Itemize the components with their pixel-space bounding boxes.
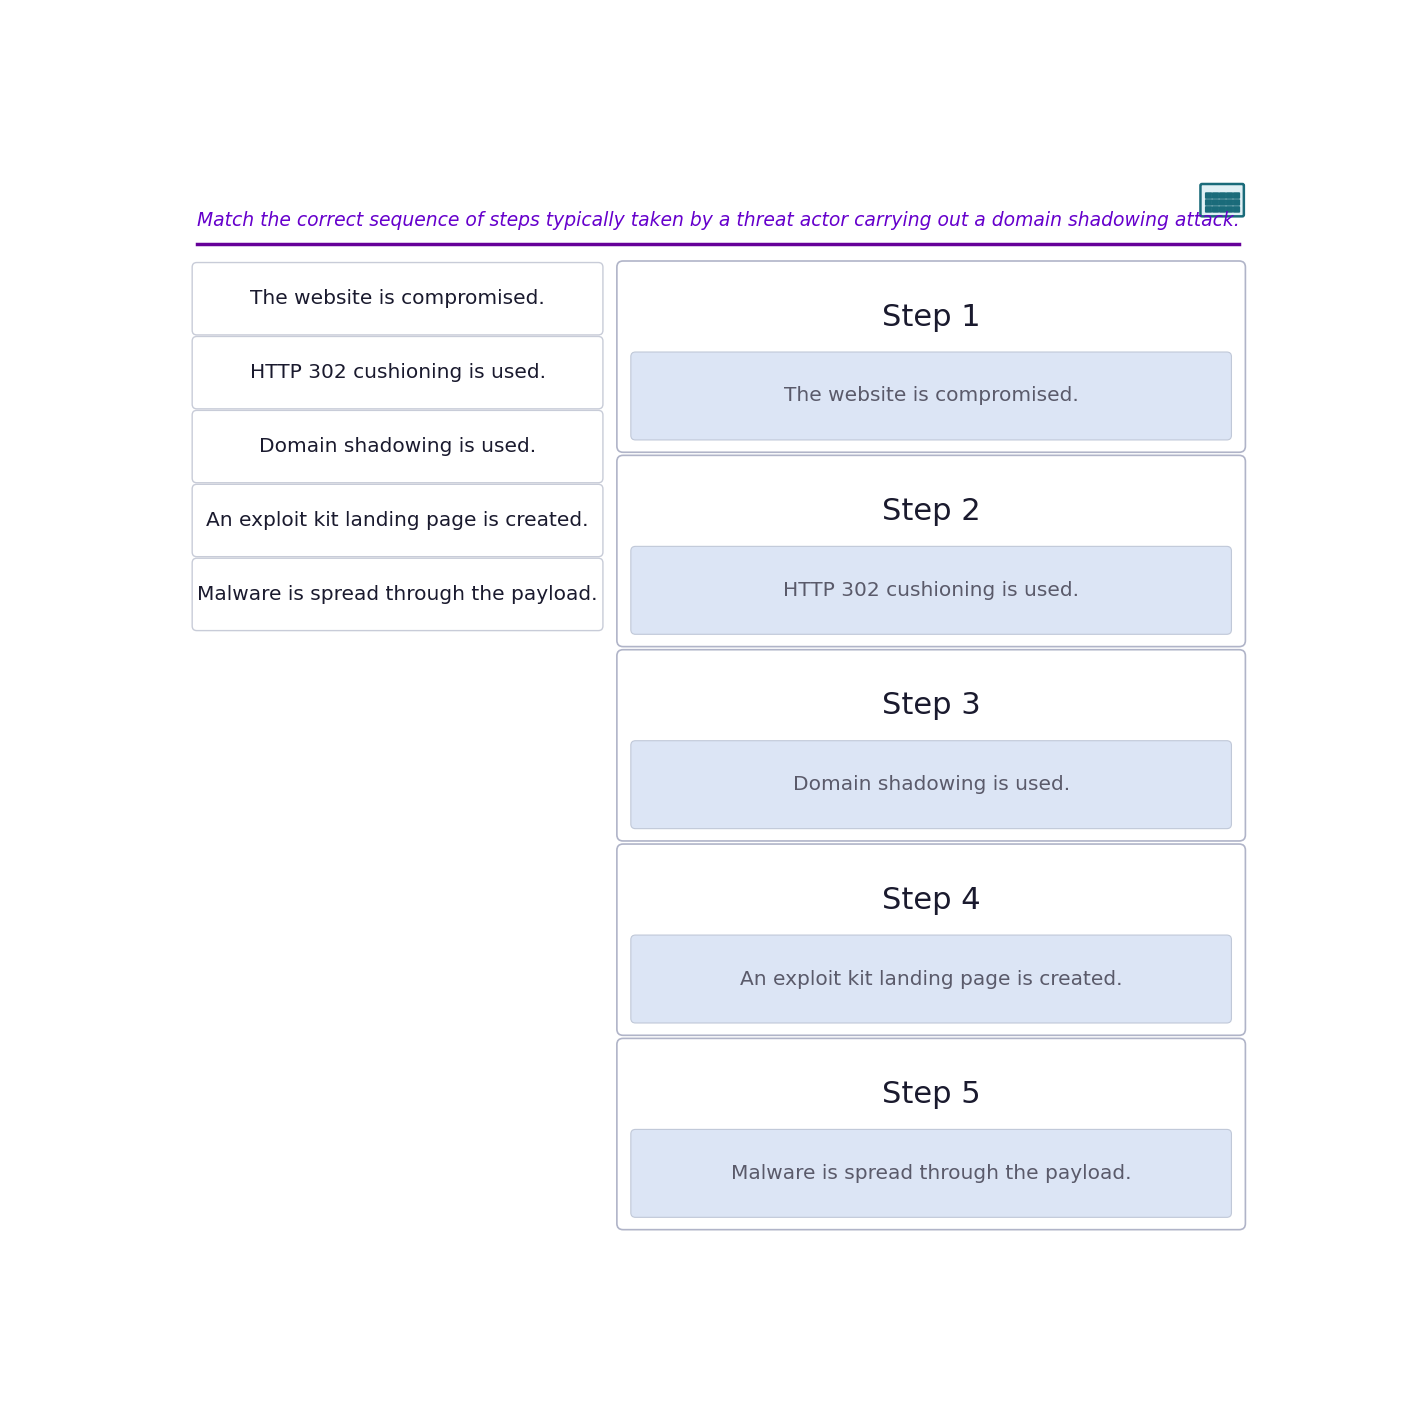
Text: HTTP 302 cushioning is used.: HTTP 302 cushioning is used. [783, 580, 1079, 600]
Text: Match the correct sequence of steps typically taken by a threat actor carrying o: Match the correct sequence of steps typi… [196, 212, 1240, 230]
FancyBboxPatch shape [1233, 200, 1240, 205]
FancyBboxPatch shape [630, 1130, 1231, 1217]
FancyBboxPatch shape [1201, 184, 1244, 216]
FancyBboxPatch shape [1205, 207, 1212, 212]
Text: Step 3: Step 3 [881, 691, 981, 721]
Text: Step 1: Step 1 [881, 302, 981, 332]
FancyBboxPatch shape [1226, 200, 1233, 205]
FancyBboxPatch shape [192, 410, 602, 483]
FancyBboxPatch shape [1226, 207, 1233, 212]
Text: Step 2: Step 2 [881, 497, 981, 525]
Text: Malware is spread through the payload.: Malware is spread through the payload. [198, 584, 598, 604]
FancyBboxPatch shape [1233, 207, 1240, 212]
Text: An exploit kit landing page is created.: An exploit kit landing page is created. [206, 511, 588, 530]
FancyBboxPatch shape [616, 455, 1245, 646]
FancyBboxPatch shape [630, 547, 1231, 634]
Text: Step 5: Step 5 [881, 1080, 981, 1109]
FancyBboxPatch shape [630, 740, 1231, 829]
Text: The website is compromised.: The website is compromised. [783, 386, 1079, 406]
Text: An exploit kit landing page is created.: An exploit kit landing page is created. [740, 969, 1122, 989]
FancyBboxPatch shape [1212, 192, 1219, 198]
FancyBboxPatch shape [630, 353, 1231, 440]
Text: HTTP 302 cushioning is used.: HTTP 302 cushioning is used. [249, 362, 545, 382]
FancyBboxPatch shape [616, 261, 1245, 452]
FancyBboxPatch shape [192, 336, 602, 409]
FancyBboxPatch shape [616, 844, 1245, 1035]
FancyBboxPatch shape [1212, 207, 1219, 212]
FancyBboxPatch shape [630, 936, 1231, 1023]
FancyBboxPatch shape [1219, 200, 1226, 205]
Text: Malware is spread through the payload.: Malware is spread through the payload. [731, 1163, 1132, 1183]
FancyBboxPatch shape [1233, 192, 1240, 198]
Text: The website is compromised.: The website is compromised. [251, 289, 545, 308]
Text: Domain shadowing is used.: Domain shadowing is used. [793, 776, 1070, 794]
FancyBboxPatch shape [1205, 192, 1212, 198]
FancyBboxPatch shape [616, 1038, 1245, 1229]
Text: Domain shadowing is used.: Domain shadowing is used. [259, 437, 537, 457]
FancyBboxPatch shape [1226, 192, 1233, 198]
FancyBboxPatch shape [1219, 207, 1226, 212]
FancyBboxPatch shape [1219, 192, 1226, 198]
FancyBboxPatch shape [1212, 200, 1219, 205]
FancyBboxPatch shape [192, 263, 602, 334]
FancyBboxPatch shape [1205, 200, 1212, 205]
Text: Step 4: Step 4 [881, 885, 981, 915]
FancyBboxPatch shape [192, 485, 602, 556]
FancyBboxPatch shape [192, 558, 602, 631]
FancyBboxPatch shape [616, 649, 1245, 842]
